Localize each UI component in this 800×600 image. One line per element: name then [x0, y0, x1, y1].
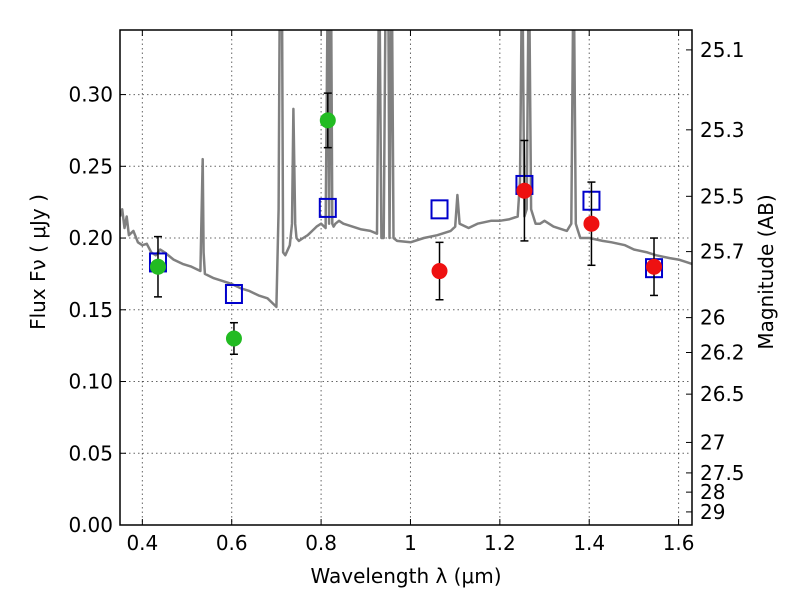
y-tick-label: 0.30	[68, 83, 113, 107]
optical-photometry-point	[319, 112, 336, 129]
y2-tick-label: 26.2	[700, 341, 745, 365]
y-tick-label: 0.25	[68, 154, 113, 178]
y-tick-label: 0.10	[68, 370, 113, 394]
y2-axis-label: Magnitude (AB)	[754, 194, 778, 349]
nir-photometry-point	[646, 258, 663, 275]
model-photometry-point	[318, 197, 337, 218]
y2-tick-label: 27	[700, 430, 725, 454]
y2-tick-label: 26	[700, 306, 725, 330]
model-sed-line	[120, 30, 692, 309]
y2-tick-label: 25.7	[700, 240, 745, 264]
x-tick-label: 1.4	[573, 531, 605, 555]
optical-photometry-point	[149, 258, 166, 275]
y2-tick-label: 27.5	[700, 461, 745, 485]
y-axis-label: Flux Fν ( μJy )	[26, 194, 50, 330]
ticks: 0.4 0.6 0.8 1 1.2 1.4 1.6 0.00 0.05 0.10 0.15 0.20 0…	[68, 30, 745, 555]
x-tick-label: 0.4	[126, 531, 158, 555]
model-photometry-point	[224, 284, 243, 304]
nir-photometry-point	[583, 215, 600, 232]
y-tick-label: 0.05	[68, 441, 113, 465]
y-tick-label: 0.00	[68, 513, 113, 537]
y2-tick-label: 25.3	[700, 118, 745, 142]
x-axis-label: Wavelength λ (μm)	[310, 564, 501, 588]
plot-data	[120, 30, 692, 356]
optical-photometry-point	[225, 330, 242, 347]
y2-tick-label: 29	[700, 500, 725, 524]
x-tick-label: 1.2	[484, 531, 516, 555]
x-tick-label: 1.6	[663, 531, 695, 555]
y2-tick-label: 25.1	[700, 38, 745, 62]
x-tick-label: 0.6	[216, 531, 248, 555]
model-photometry-point	[430, 199, 449, 220]
y2-tick-label: 25.5	[700, 184, 745, 208]
plot-frame	[119, 29, 693, 526]
y2-tick-label: 26.5	[700, 382, 745, 406]
nir-photometry-point	[431, 263, 448, 280]
y-tick-label: 0.15	[68, 298, 113, 322]
y2-tick-label: 28	[700, 480, 725, 504]
grid	[120, 30, 692, 525]
y-tick-label: 0.20	[68, 226, 113, 250]
nir-photometry-point	[516, 182, 533, 199]
x-tick-label: 0.8	[305, 531, 337, 555]
x-tick-label: 1	[404, 531, 417, 555]
